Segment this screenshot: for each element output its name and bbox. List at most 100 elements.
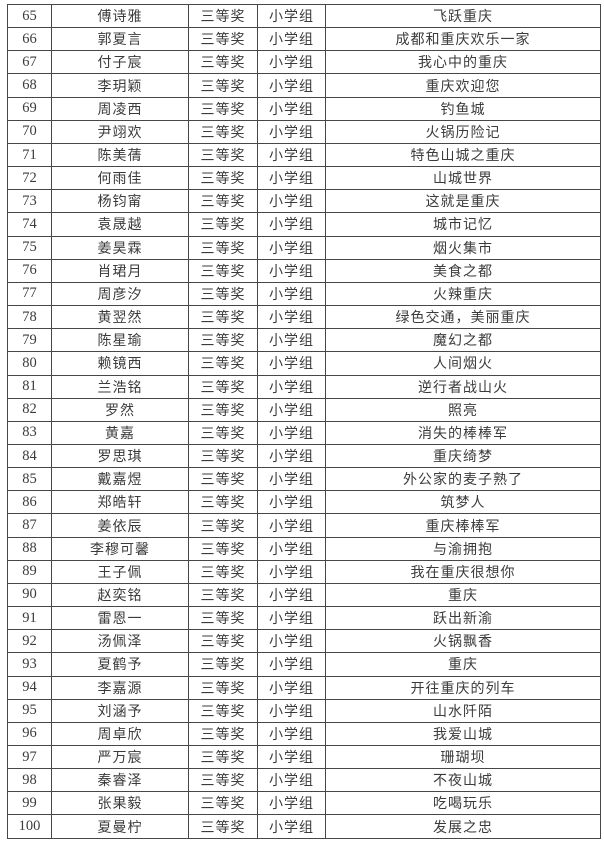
cell-number: 74 [7, 212, 52, 237]
cell-award: 三等奖 [188, 258, 258, 283]
table-row: 90 赵奕铭 三等奖 小学组 重庆 [7, 582, 601, 608]
cell-award: 三等奖 [188, 328, 258, 353]
cell-name: 袁晟越 [51, 212, 189, 237]
cell-number: 99 [7, 791, 52, 816]
cell-award: 三等奖 [188, 721, 258, 747]
cell-group: 小学组 [257, 536, 326, 561]
cell-number: 100 [7, 814, 52, 839]
cell-number: 87 [7, 513, 52, 538]
cell-award: 三等奖 [188, 536, 258, 561]
table-row: 67 付子宸 三等奖 小学组 我心中的重庆 [7, 50, 601, 75]
cell-group: 小学组 [257, 791, 326, 816]
cell-number: 76 [7, 258, 52, 283]
cell-title: 特色山城之重庆 [325, 142, 601, 168]
cell-number: 94 [7, 675, 52, 700]
cell-name: 严万宸 [51, 744, 189, 770]
cell-name: 肖珺月 [51, 258, 189, 283]
cell-number: 89 [7, 559, 52, 584]
cell-number: 91 [7, 606, 52, 631]
cell-award: 三等奖 [188, 374, 258, 399]
cell-title: 筑梦人 [325, 490, 601, 515]
cell-title: 绿色交通，美丽重庆 [325, 305, 601, 330]
cell-number: 83 [7, 420, 52, 445]
cell-number: 80 [7, 351, 52, 376]
table-row: 81 兰浩铭 三等奖 小学组 逆行者战山火 [7, 374, 601, 399]
cell-award: 三等奖 [188, 235, 258, 260]
cell-number: 71 [7, 142, 52, 168]
cell-group: 小学组 [257, 305, 326, 330]
cell-award: 三等奖 [188, 351, 258, 376]
cell-award: 三等奖 [188, 768, 258, 793]
cell-group: 小学组 [257, 768, 326, 793]
cell-award: 三等奖 [188, 744, 258, 770]
cell-title: 钓鱼城 [325, 96, 601, 121]
table-row: 66 郭夏言 三等奖 小学组 成都和重庆欢乐一家 [7, 27, 601, 52]
cell-group: 小学组 [257, 490, 326, 515]
table-row: 88 李穆可馨 三等奖 小学组 与渝拥抱 [7, 536, 601, 561]
cell-title: 消失的棒棒军 [325, 420, 601, 445]
cell-award: 三等奖 [188, 212, 258, 237]
cell-award: 三等奖 [188, 513, 258, 538]
cell-award: 三等奖 [188, 27, 258, 52]
cell-group: 小学组 [257, 513, 326, 538]
cell-group: 小学组 [257, 582, 326, 608]
cell-group: 小学组 [257, 467, 326, 492]
table-row: 82 罗然 三等奖 小学组 照亮 [7, 397, 601, 422]
table-row: 91 雷恩一 三等奖 小学组 跃出新渝 [7, 606, 601, 631]
table-row: 68 李玥颖 三等奖 小学组 重庆欢迎您 [7, 73, 601, 98]
cell-title: 这就是重庆 [325, 189, 601, 214]
cell-group: 小学组 [257, 166, 326, 191]
table-row: 74 袁晟越 三等奖 小学组 城市记忆 [7, 212, 601, 237]
cell-award: 三等奖 [188, 675, 258, 700]
table-row: 76 肖珺月 三等奖 小学组 美食之都 [7, 258, 601, 283]
table-row: 99 张果毅 三等奖 小学组 吃喝玩乐 [7, 791, 601, 816]
cell-name: 李嘉源 [51, 675, 189, 700]
cell-award: 三等奖 [188, 559, 258, 584]
table-row: 97 严万宸 三等奖 小学组 珊瑚坝 [7, 744, 601, 770]
cell-name: 罗思琪 [51, 443, 189, 469]
cell-name: 黄嘉 [51, 420, 189, 445]
cell-name: 罗然 [51, 397, 189, 422]
cell-group: 小学组 [257, 698, 326, 723]
table-row: 77 周彦汐 三等奖 小学组 火辣重庆 [7, 281, 601, 307]
cell-name: 郭夏言 [51, 27, 189, 52]
awards-table-body: 65 傅诗雅 三等奖 小学组 飞跃重庆 66 郭夏言 三等奖 小学组 成都和重庆欢乐一家 67 付子宸… [7, 3, 601, 839]
cell-award: 三等奖 [188, 606, 258, 631]
table-row: 92 汤佩泽 三等奖 小学组 火锅飘香 [7, 629, 601, 654]
table-row: 69 周凌西 三等奖 小学组 钓鱼城 [7, 96, 601, 121]
cell-group: 小学组 [257, 420, 326, 445]
cell-name: 张果毅 [51, 791, 189, 816]
cell-group: 小学组 [257, 443, 326, 469]
cell-title: 珊瑚坝 [325, 744, 601, 770]
cell-name: 李穆可馨 [51, 536, 189, 561]
cell-name: 李玥颖 [51, 73, 189, 98]
cell-name: 杨钧甯 [51, 189, 189, 214]
cell-group: 小学组 [257, 281, 326, 307]
cell-title: 火辣重庆 [325, 281, 601, 307]
cell-award: 三等奖 [188, 629, 258, 654]
cell-number: 77 [7, 281, 52, 307]
awards-table: 65 傅诗雅 三等奖 小学组 飞跃重庆 66 郭夏言 三等奖 小学组 成都和重庆欢乐一家 67 付子宸… [7, 3, 601, 839]
cell-group: 小学组 [257, 675, 326, 700]
cell-number: 75 [7, 235, 52, 260]
cell-group: 小学组 [257, 721, 326, 747]
cell-group: 小学组 [257, 189, 326, 214]
cell-number: 97 [7, 744, 52, 770]
cell-group: 小学组 [257, 73, 326, 98]
cell-number: 98 [7, 768, 52, 793]
table-row: 84 罗思琪 三等奖 小学组 重庆绮梦 [7, 443, 601, 469]
cell-name: 周彦汐 [51, 281, 189, 307]
cell-title: 逆行者战山火 [325, 374, 601, 399]
cell-award: 三等奖 [188, 814, 258, 839]
cell-award: 三等奖 [188, 166, 258, 191]
table-row: 86 郑皓轩 三等奖 小学组 筑梦人 [7, 490, 601, 515]
cell-title: 跃出新渝 [325, 606, 601, 631]
cell-group: 小学组 [257, 629, 326, 654]
table-row: 70 尹翊欢 三等奖 小学组 火锅历险记 [7, 119, 601, 144]
cell-title: 重庆 [325, 652, 601, 677]
table-row: 71 陈美蒨 三等奖 小学组 特色山城之重庆 [7, 142, 601, 168]
cell-award: 三等奖 [188, 119, 258, 144]
table-row: 79 陈星瑜 三等奖 小学组 魔幻之都 [7, 328, 601, 353]
cell-number: 88 [7, 536, 52, 561]
cell-award: 三等奖 [188, 73, 258, 98]
